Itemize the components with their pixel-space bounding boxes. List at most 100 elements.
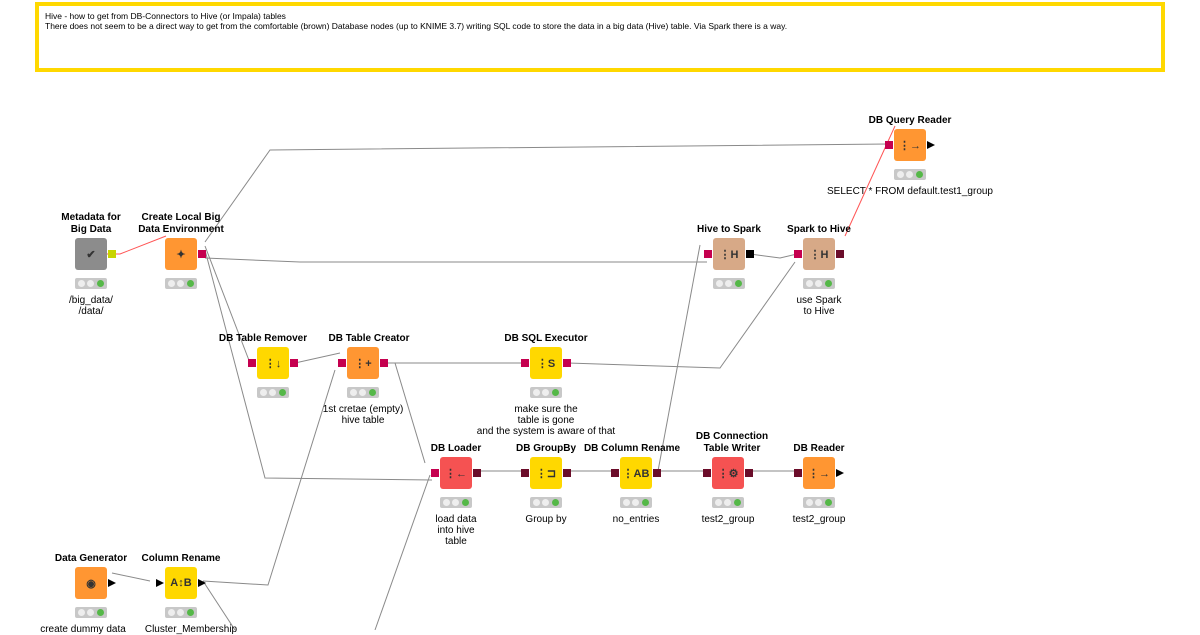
status-lights xyxy=(257,387,289,398)
node-title: DB Loader xyxy=(430,443,482,454)
db-groupby-icon[interactable]: ⋮⊐ xyxy=(521,457,571,489)
spark-to-hive-icon[interactable]: ⋮H xyxy=(794,238,844,270)
db-reader-icon[interactable]: ⋮→ xyxy=(794,457,844,489)
status-lights xyxy=(894,169,926,180)
node-title: DB Table Creator xyxy=(328,333,410,344)
status-lights xyxy=(347,387,379,398)
in-port[interactable] xyxy=(338,359,346,367)
status-lights xyxy=(713,278,745,289)
out-port[interactable] xyxy=(745,469,753,477)
hive-to-spark-icon[interactable]: ⋮H xyxy=(704,238,754,270)
node-description[interactable]: make sure the table is gone and the syst… xyxy=(476,404,616,437)
node-glyph: ⋮H xyxy=(719,248,739,261)
status-lights xyxy=(803,497,835,508)
node-glyph: ◉ xyxy=(86,577,96,590)
node-description[interactable]: load data into hive table xyxy=(435,514,477,547)
in-port[interactable] xyxy=(794,250,802,258)
workflow-annotation[interactable]: Hive - how to get from DB-Connectors to … xyxy=(35,2,1165,72)
out-port[interactable] xyxy=(746,250,754,258)
node-glyph: ⋮⊐ xyxy=(535,467,557,480)
status-lights xyxy=(165,607,197,618)
status-lights xyxy=(75,607,107,618)
out-port[interactable] xyxy=(563,469,571,477)
node-title: Data Generator xyxy=(54,553,128,564)
node-description[interactable]: Group by xyxy=(525,514,567,525)
in-port[interactable] xyxy=(156,579,164,587)
in-port[interactable] xyxy=(521,359,529,367)
in-port[interactable] xyxy=(431,469,439,477)
status-lights xyxy=(530,387,562,398)
connection xyxy=(202,580,236,630)
in-port[interactable] xyxy=(248,359,256,367)
status-lights xyxy=(712,497,744,508)
node-title: DB Table Remover xyxy=(218,333,308,344)
node-title: DB GroupBy xyxy=(516,443,576,454)
out-port[interactable] xyxy=(198,250,206,258)
db-column-rename-icon[interactable]: ⋮AB xyxy=(611,457,661,489)
node-title: DB Query Reader xyxy=(868,115,952,126)
out-port[interactable] xyxy=(290,359,298,367)
data-generator-icon[interactable]: ◉ xyxy=(75,567,116,599)
node-glyph: A↕B xyxy=(170,577,192,589)
node-description[interactable]: SELECT * FROM default.test1_group xyxy=(826,186,994,197)
connection xyxy=(385,362,426,464)
node-title: Column Rename xyxy=(141,553,221,564)
status-lights xyxy=(75,278,107,289)
node-description[interactable]: test2_group xyxy=(792,514,846,525)
out-port[interactable] xyxy=(380,359,388,367)
connection xyxy=(204,249,433,481)
db-writer-icon[interactable]: ⋮⚙ xyxy=(703,457,753,489)
node-title: Metadata for Big Data xyxy=(61,212,121,235)
db-loader-icon[interactable]: ⋮← xyxy=(431,457,481,489)
connection xyxy=(204,143,889,243)
connection xyxy=(204,245,251,364)
status-lights xyxy=(440,497,472,508)
node-glyph: ⋮↓ xyxy=(264,357,282,370)
annotation-title: Hive - how to get from DB-Connectors to … xyxy=(45,11,286,21)
out-port[interactable] xyxy=(836,469,844,477)
in-port[interactable] xyxy=(703,469,711,477)
db-table-create-icon[interactable]: ⋮+ xyxy=(338,347,388,379)
in-port[interactable] xyxy=(794,469,802,477)
out-port[interactable] xyxy=(108,579,116,587)
out-port[interactable] xyxy=(563,359,571,367)
db-table-remove-icon[interactable]: ⋮↓ xyxy=(248,347,298,379)
node-title: DB SQL Executor xyxy=(504,333,588,344)
checkmark-icon[interactable]: ✔ xyxy=(75,238,116,270)
connection xyxy=(111,572,151,582)
in-port[interactable] xyxy=(611,469,619,477)
node-description[interactable]: no_entries xyxy=(612,514,660,525)
node-glyph: ⋮→ xyxy=(808,467,830,480)
node-glyph: ⋮→ xyxy=(899,139,921,152)
node-title: Hive to Spark xyxy=(697,224,761,235)
out-port[interactable] xyxy=(473,469,481,477)
node-title: DB Column Rename xyxy=(583,443,681,454)
connection xyxy=(202,369,336,586)
connection xyxy=(657,244,701,472)
out-port[interactable] xyxy=(108,250,116,258)
node-glyph: ⋮⚙ xyxy=(717,467,739,480)
node-glyph: ⋮← xyxy=(445,467,467,480)
out-port[interactable] xyxy=(198,579,206,587)
column-rename-icon[interactable]: A↕B xyxy=(156,567,206,599)
db-read-icon[interactable]: ⋮→ xyxy=(885,129,935,161)
in-port[interactable] xyxy=(885,141,893,149)
status-lights xyxy=(530,497,562,508)
node-description[interactable]: test2_group xyxy=(701,514,755,525)
out-port[interactable] xyxy=(836,250,844,258)
in-port[interactable] xyxy=(704,250,712,258)
status-lights xyxy=(165,278,197,289)
spark-star-icon[interactable]: ✦ xyxy=(165,238,206,270)
db-sql-icon[interactable]: ⋮S xyxy=(521,347,571,379)
connection xyxy=(204,257,707,263)
annotation-text: There does not seem to be a direct way t… xyxy=(45,21,788,31)
node-description[interactable]: use Spark to Hive xyxy=(796,295,842,317)
out-port[interactable] xyxy=(927,141,935,149)
connection xyxy=(374,474,431,630)
node-glyph: ✦ xyxy=(176,248,186,261)
in-port[interactable] xyxy=(521,469,529,477)
node-description[interactable]: 1st cretae (empty) hive table xyxy=(322,404,404,426)
out-port[interactable] xyxy=(653,469,661,477)
node-description[interactable]: /big_data/ /data/ xyxy=(69,295,113,317)
node-glyph: ⋮S xyxy=(536,357,556,370)
